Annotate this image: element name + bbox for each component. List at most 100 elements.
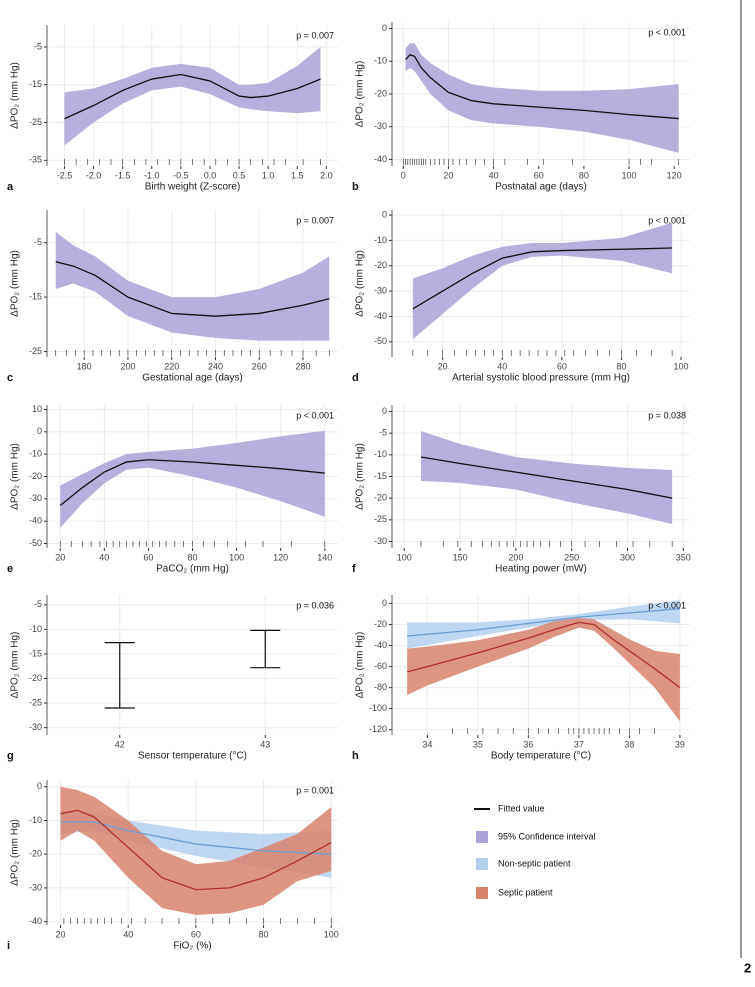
annotation: p < 0.001 — [648, 215, 686, 225]
panel-letter: f — [352, 563, 356, 575]
y-tick-label: 0 — [37, 426, 42, 436]
x-tick-label: 100 — [229, 552, 244, 562]
x-tick-label: 60 — [557, 361, 567, 371]
x-tick-label: 240 — [208, 361, 223, 371]
y-tick-label: -5 — [34, 599, 42, 609]
x-tick-label: -2.0 — [86, 170, 102, 180]
x-axis-title: Arterial systolic blood pressure (mm Hg) — [452, 373, 630, 384]
y-tick-label: -20 — [29, 849, 42, 859]
confidence-band — [412, 222, 673, 340]
x-tick-label: 100 — [674, 361, 689, 371]
y-tick-label: -40 — [374, 311, 387, 321]
annotation: p < 0.001 — [648, 600, 686, 610]
x-tick-label: 0.0 — [204, 170, 217, 180]
x-tick-label: 260 — [252, 361, 267, 371]
confidence-band — [407, 618, 680, 722]
annotation: p = 0.036 — [296, 600, 334, 610]
y-tick-label: -30 — [374, 536, 387, 546]
x-axis-title: Postnatal age (days) — [495, 182, 587, 193]
x-tick-label: 280 — [295, 361, 310, 371]
panel-letter: b — [352, 181, 359, 193]
panel-letter: c — [7, 372, 13, 384]
y-tick-label: -80 — [374, 682, 387, 692]
x-tick-label: -1.0 — [144, 170, 160, 180]
fitted-line — [60, 821, 332, 855]
x-tick-label: 35 — [473, 739, 483, 749]
y-tick-label: 0 — [382, 406, 387, 416]
x-tick-label: 40 — [123, 929, 133, 939]
y-tick-label: -20 — [374, 493, 387, 503]
confidence-band — [407, 600, 680, 649]
fitted-line — [412, 247, 673, 310]
y-tick-label: -20 — [374, 260, 387, 270]
fitted-line — [60, 809, 332, 891]
fitted-line — [420, 456, 673, 499]
y-tick-label: -15 — [29, 79, 42, 89]
y-tick-label: -20 — [374, 619, 387, 629]
y-tick-label: -120 — [369, 724, 387, 734]
y-tick-label: -10 — [29, 449, 42, 459]
x-tick-label: 40 — [99, 552, 109, 562]
x-tick-label: 36 — [523, 739, 533, 749]
y-tick-label: -5 — [34, 41, 42, 51]
x-tick-label: 40 — [497, 361, 507, 371]
x-tick-label: 80 — [616, 361, 626, 371]
annotation: p = 0.001 — [296, 785, 334, 795]
x-tick-label: 42 — [115, 739, 125, 749]
y-tick-label: 0 — [382, 209, 387, 219]
x-axis-title: FiO₂ (%) — [173, 941, 211, 952]
x-tick-label: 200 — [508, 552, 523, 562]
confidence-band — [60, 430, 325, 528]
y-tick-label: -30 — [374, 121, 387, 131]
y-axis-title: ΔPO₂ (mm Hg) — [355, 250, 366, 317]
x-axis-title: PaCO₂ (mm Hg) — [156, 564, 229, 575]
y-tick-label: -15 — [374, 471, 387, 481]
fitted-line — [406, 621, 681, 689]
x-tick-label: 150 — [453, 552, 468, 562]
annotation: p = 0.007 — [296, 215, 334, 225]
fitted-line — [405, 54, 679, 120]
x-tick-label: -0.5 — [173, 170, 189, 180]
y-tick-label: -25 — [29, 117, 42, 127]
y-tick-label: 0 — [382, 598, 387, 608]
x-tick-label: 60 — [534, 170, 544, 180]
x-tick-label: 60 — [143, 552, 153, 562]
x-tick-label: 43 — [260, 739, 270, 749]
panel-letter: i — [7, 940, 10, 952]
x-tick-label: -1.5 — [115, 170, 131, 180]
y-tick-label: -25 — [29, 697, 42, 707]
y-tick-label: -15 — [29, 291, 42, 301]
x-tick-label: 80 — [579, 170, 589, 180]
y-axis-title: ΔPO₂ (mm Hg) — [10, 443, 21, 510]
y-tick-label: -10 — [374, 449, 387, 459]
x-tick-label: 20 — [56, 929, 66, 939]
legend-swatch — [476, 831, 488, 843]
x-tick-label: 100 — [397, 552, 412, 562]
x-tick-label: 250 — [564, 552, 579, 562]
y-axis-title: ΔPO₂ (mm Hg) — [355, 632, 366, 699]
x-tick-label: 37 — [574, 739, 584, 749]
x-tick-label: 80 — [259, 929, 269, 939]
y-tick-label: -30 — [29, 493, 42, 503]
y-tick-label: -40 — [29, 916, 42, 926]
x-tick-label: 20 — [443, 170, 453, 180]
y-tick-label: -15 — [29, 648, 42, 658]
panel-letter: d — [352, 372, 359, 384]
x-axis-title: Birth weight (Z-score) — [145, 182, 241, 193]
y-tick-label: -100 — [369, 703, 387, 713]
x-tick-label: 20 — [438, 361, 448, 371]
y-tick-label: -25 — [29, 346, 42, 356]
y-tick-label: -20 — [29, 471, 42, 481]
x-tick-label: 120 — [273, 552, 288, 562]
x-tick-label: 350 — [676, 552, 691, 562]
x-tick-label: 34 — [422, 739, 432, 749]
x-tick-label: 120 — [667, 170, 682, 180]
y-tick-label: -35 — [29, 155, 42, 165]
x-axis-title: Body temperature (°C) — [491, 751, 591, 762]
y-tick-label: -25 — [374, 514, 387, 524]
y-tick-label: 10 — [32, 404, 42, 414]
fitted-line — [55, 261, 330, 317]
legend-swatch — [476, 887, 488, 899]
